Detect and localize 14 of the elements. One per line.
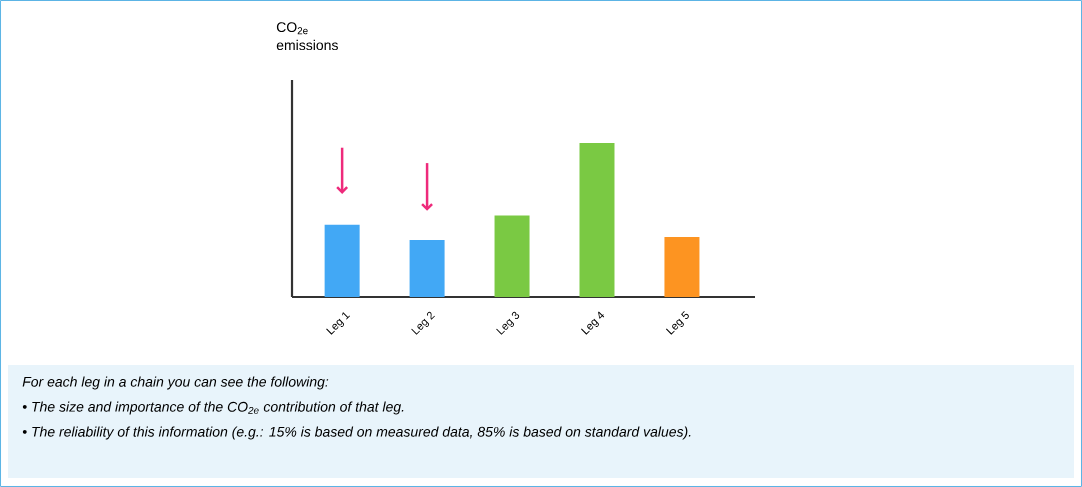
x-tick-label: Leg 4 [581,311,605,335]
text: • The size and importance of the CO$_{2e}$ contribution of that leg. [22,401,404,415]
bar [579,143,615,297]
bar [494,215,530,297]
text: • The reliability of this information (e.g.: 15% is based on measured data, 85% is based on standard values). [22,426,691,440]
x-tick-label: Leg 5 [665,311,689,335]
bar [664,236,700,297]
bar [409,240,445,297]
text: For each leg in a chain you can see the following: [22,376,329,390]
x-tick-label: Leg 2 [411,311,435,335]
text: CO$_{2e}$ emissions [276,22,338,51]
bar [324,224,360,297]
x-tick-label: Leg 3 [496,311,520,335]
x-tick-label: Leg 1 [326,312,350,335]
